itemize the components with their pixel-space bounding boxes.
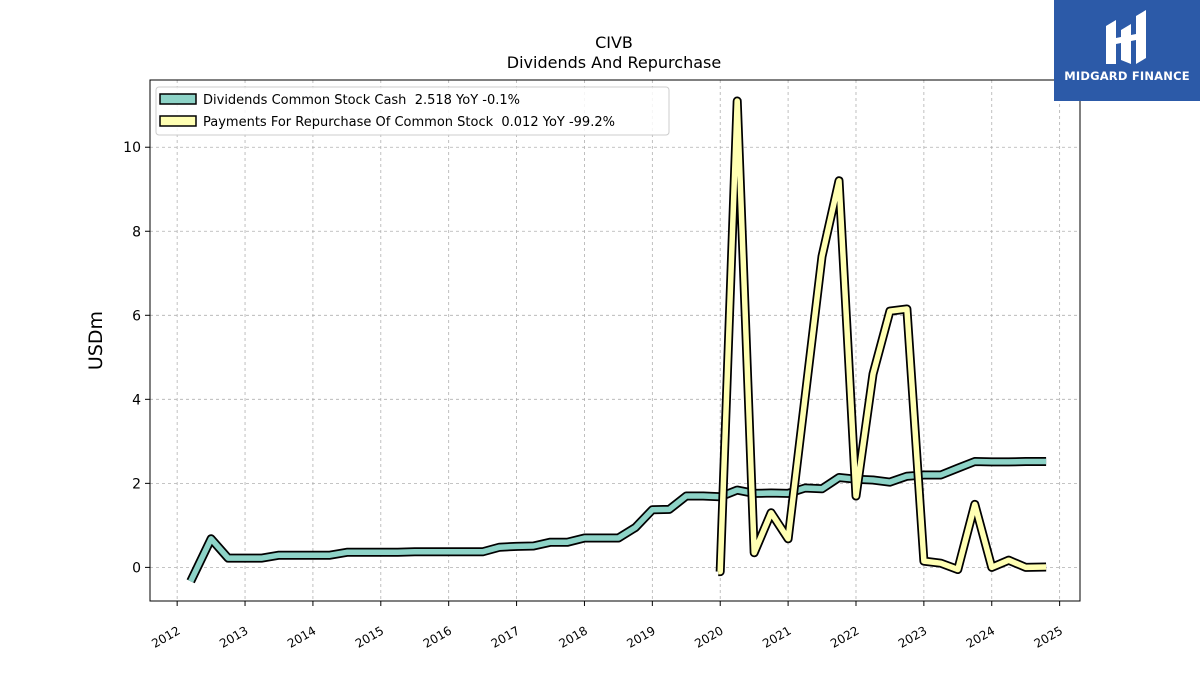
- series-line-repurchase: [717, 98, 1047, 575]
- y-tick-label: 10: [123, 140, 141, 156]
- x-tick-label: 2017: [489, 623, 522, 650]
- brand-logo: MIDGARD FINANCE: [1054, 0, 1200, 101]
- y-tick-label: 4: [132, 392, 141, 408]
- y-axis-ticks: 0 2 4 6 8 10: [123, 140, 150, 576]
- grid: [150, 80, 1080, 601]
- y-axis-label: USDm: [85, 311, 107, 370]
- x-tick-label: 2012: [149, 623, 182, 650]
- x-tick-label: 2018: [556, 623, 589, 650]
- series-lines: [186, 96, 1047, 584]
- x-tick-label: 2016: [421, 623, 454, 650]
- y-tick-label: 8: [132, 224, 141, 240]
- legend-label-dividends: Dividends Common Stock Cash 2.518 YoY -0…: [203, 93, 520, 108]
- midgard-logo-icon: [1106, 10, 1146, 64]
- x-tick-label: 2023: [896, 623, 929, 650]
- x-tick-label: 2020: [692, 623, 725, 650]
- x-tick-label: 2019: [624, 623, 657, 650]
- y-tick-label: 2: [132, 476, 141, 492]
- y-tick-label: 6: [132, 308, 141, 324]
- x-tick-label: 2021: [760, 623, 793, 650]
- chart-title: CIVB: [595, 33, 633, 52]
- series-line-dividends: [188, 458, 1047, 583]
- chart-subtitle: Dividends And Repurchase: [507, 53, 721, 72]
- x-tick-label: 2013: [217, 623, 250, 650]
- legend-box: [155, 86, 670, 136]
- legend-swatch-repurchase: [159, 115, 197, 127]
- legend-label-repurchase: Payments For Repurchase Of Common Stock …: [203, 115, 615, 130]
- x-tick-label: 2022: [828, 623, 861, 650]
- x-tick-label: 2015: [353, 623, 386, 650]
- x-tick-label: 2014: [285, 623, 318, 650]
- brand-name: MIDGARD FINANCE: [1064, 69, 1190, 83]
- x-tick-label: 2024: [964, 623, 997, 650]
- x-axis-ticks: 2012 2013 2014 2015 2016 2017 2018 2019 2020 2021…: [149, 601, 1065, 651]
- plot-frame: [149, 79, 1081, 602]
- x-tick-label: 2025: [1032, 623, 1065, 650]
- y-tick-label: 0: [132, 560, 141, 576]
- legend: Dividends Common Stock Cash 2.518 YoY -0…: [155, 86, 670, 136]
- legend-swatch-dividends: [159, 93, 197, 105]
